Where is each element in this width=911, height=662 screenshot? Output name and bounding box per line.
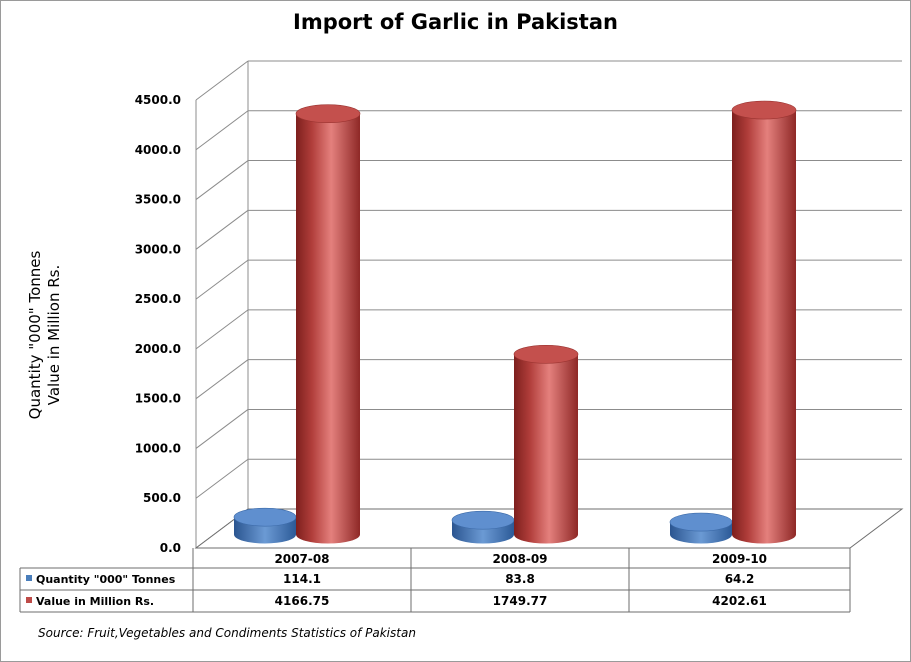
- legend-label: Value in Million Rs.: [36, 595, 154, 608]
- y-tick-label: 4500.0: [135, 93, 181, 107]
- source-note: Source: Fruit,Vegetables and Condiments …: [38, 626, 416, 640]
- data-label: 1749.77: [493, 594, 548, 608]
- legend-label: Quantity "000" Tonnes: [36, 573, 176, 586]
- y-axis: 0.0 500.0 1000.0 1500.0 2000.0 2500.0 3000.0 35…: [135, 93, 181, 555]
- bar-value-top: [513, 345, 579, 364]
- data-label: 83.8: [505, 572, 535, 586]
- gridline-side: [195, 359, 249, 400]
- gridline-side: [195, 458, 249, 499]
- data-label: 114.1: [283, 572, 321, 586]
- gridline-side: [195, 60, 249, 101]
- legend-key: [26, 575, 32, 581]
- y-tick-label: 3000.0: [135, 242, 181, 256]
- y-tick-label: 0.0: [160, 541, 181, 555]
- y-tick-label: 3500.0: [135, 193, 181, 207]
- gridline-side: [195, 160, 249, 200]
- bar-value: [732, 110, 796, 544]
- gridline-side: [195, 409, 249, 449]
- legend-key: [26, 597, 32, 603]
- y-tick-label: 1000.0: [135, 441, 181, 455]
- data-label: 4166.75: [275, 594, 330, 608]
- y-tick-label: 2500.0: [135, 292, 181, 306]
- bar-quantity-top: [669, 512, 733, 532]
- data-table: 2007-08 2008-09 2009-10 Quantity "000" Tonn…: [19, 547, 851, 613]
- gridline-side: [195, 309, 249, 350]
- bars: [233, 100, 797, 544]
- bar-value-top: [295, 104, 361, 123]
- bar-value: [296, 113, 360, 544]
- y-tick-label: 4000.0: [135, 143, 181, 157]
- x-category-label: 2007-08: [274, 552, 329, 566]
- bar-value: [514, 354, 578, 544]
- bar-quantity-top: [233, 507, 297, 527]
- data-label: 4202.61: [712, 594, 767, 608]
- y-tick-label: 1500.0: [135, 392, 181, 406]
- x-category-label: 2009-10: [712, 552, 767, 566]
- chart-title: Import of Garlic in Pakistan: [293, 10, 618, 34]
- x-category-label: 2008-09: [492, 552, 547, 566]
- gridline-side: [195, 259, 249, 300]
- gridline-side: [195, 110, 249, 151]
- bar-value-top: [731, 100, 797, 120]
- data-label: 64.2: [725, 572, 755, 586]
- y-tick-label: 500.0: [143, 491, 181, 505]
- y-tick-label: 2000.0: [135, 342, 181, 356]
- bar-quantity-top: [451, 510, 515, 530]
- gridline-side: [195, 209, 249, 250]
